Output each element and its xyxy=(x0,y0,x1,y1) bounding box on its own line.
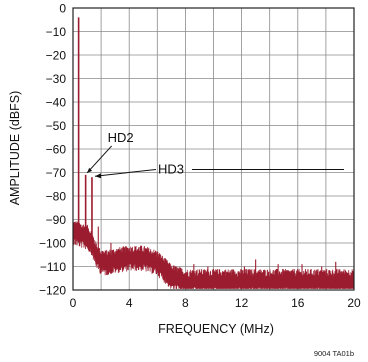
tick-labels: 0 −10 −20 −30 −40 −50 −60 −70 −80 −90 −100 −110 −120… xyxy=(39,2,361,311)
grid xyxy=(73,8,354,290)
y-axis-label: AMPLITUDE (dBFS) xyxy=(8,91,22,206)
y-tick-label: −20 xyxy=(46,49,67,63)
hd3-leader xyxy=(94,169,157,177)
y-tick-label: −100 xyxy=(39,237,66,251)
y-tick-label: −10 xyxy=(46,25,67,39)
x-tick-label: 4 xyxy=(126,296,133,310)
hd3-label: HD3 xyxy=(158,162,184,177)
x-tick-label: 8 xyxy=(182,296,189,310)
figure-id: 9004 TA01b xyxy=(314,349,354,358)
hd2-label: HD2 xyxy=(108,130,134,145)
hd2-arrowhead xyxy=(87,167,93,173)
y-tick-label: −70 xyxy=(46,166,67,180)
x-tick-label: 16 xyxy=(291,296,305,310)
y-tick-label: 0 xyxy=(59,2,66,16)
y-tick-label: −40 xyxy=(46,96,67,110)
y-tick-label: −50 xyxy=(46,119,67,133)
noise-band xyxy=(73,228,354,288)
hd3-arrowhead xyxy=(94,173,101,179)
y-tick-label: −90 xyxy=(46,213,67,227)
annotations: HD2 HD3 xyxy=(86,130,344,179)
y-tick-label: −120 xyxy=(39,284,66,298)
x-tick-label: 12 xyxy=(235,296,249,310)
y-tick-label: −60 xyxy=(46,143,67,157)
plot-frame xyxy=(72,7,355,291)
x-tick-label: 0 xyxy=(70,296,77,310)
y-tick-label: −80 xyxy=(46,190,67,204)
x-axis-label: FREQUENCY (MHz) xyxy=(158,322,274,336)
y-tick-label: −30 xyxy=(46,72,67,86)
spectrum-trace xyxy=(72,17,355,289)
x-tick-label: 20 xyxy=(347,296,361,310)
hd2-leader xyxy=(86,145,113,174)
y-tick-label: −110 xyxy=(40,260,66,274)
